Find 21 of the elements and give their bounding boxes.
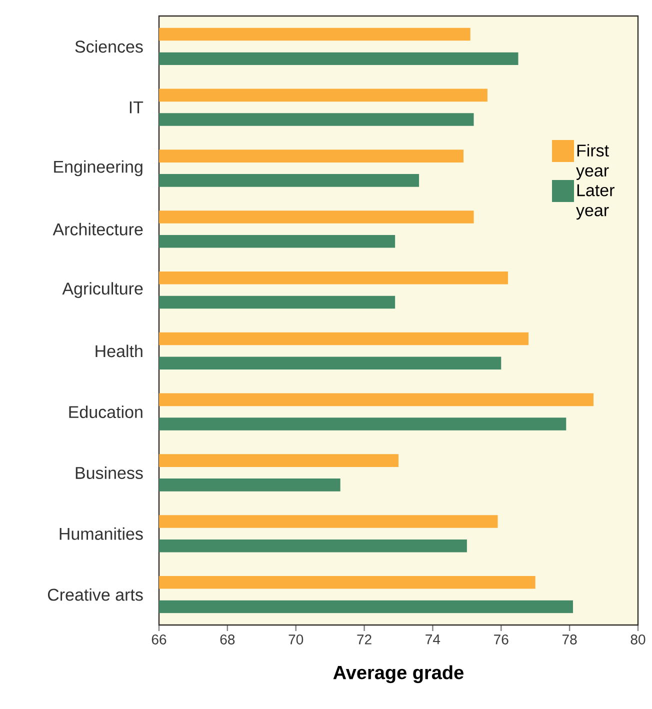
legend-label: Later year [576, 184, 614, 220]
x-tick-label: 78 [562, 634, 577, 644]
y-tick-label: IT [130, 102, 144, 114]
x-tick-label: 68 [220, 634, 235, 644]
y-tick-label: Engineering [54, 160, 142, 176]
y-tick-label: Architecture [52, 222, 143, 236]
x-tick-label: 70 [288, 634, 304, 644]
x-tick-label: 80 [630, 634, 646, 644]
y-tick-label: Business [76, 466, 143, 480]
y-tick-label: Humanities [60, 527, 143, 540]
y-tick-label: Sciences [75, 40, 143, 53]
x-tick-label: 76 [494, 634, 508, 644]
legend-label: First year [576, 144, 609, 180]
x-tick-label: 72 [357, 634, 372, 644]
x-tick-label: 74 [426, 634, 440, 644]
y-tick-label: Creative arts [48, 588, 143, 601]
y-tick-label: Education [69, 406, 142, 418]
x-tick-label: 66 [152, 634, 166, 644]
y-tick-label: Agriculture [62, 282, 143, 298]
x-axis-title: Average grade [333, 665, 464, 684]
y-tick-label: Health [96, 344, 142, 358]
